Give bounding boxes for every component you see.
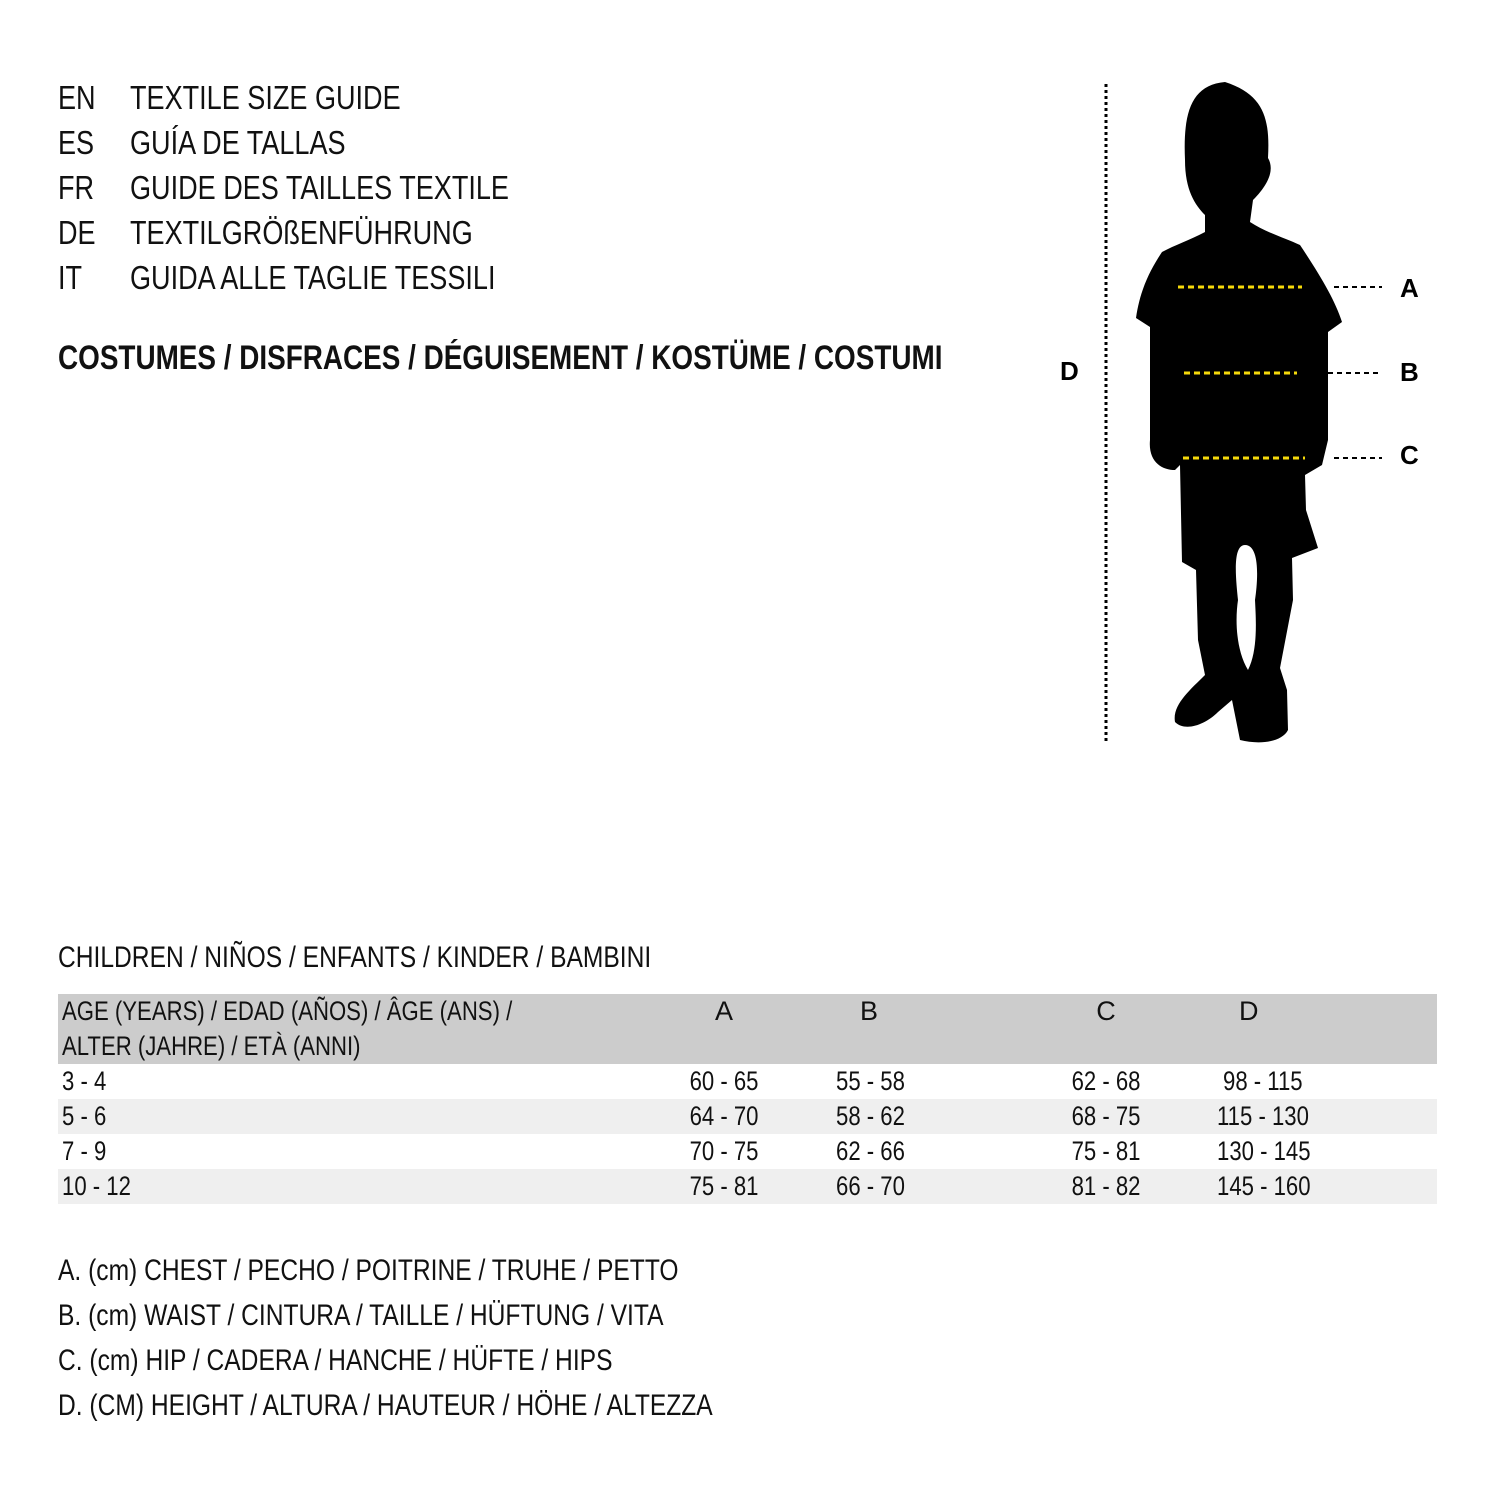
measurement-legend: A. (cm) CHEST / PECHO / POITRINE / TRUHE…: [58, 1248, 856, 1428]
header-age-line2: ALTER (JAHRE) / ETÀ (ANNI): [62, 1031, 361, 1061]
table-row: 3 - 4 60 - 65 55 - 58 62 - 68 98 - 115: [58, 1064, 1437, 1099]
legend-item-d: D. (CM) HEIGHT / ALTURA / HAUTEUR / HÖHE…: [58, 1383, 856, 1428]
leg-gap: [1235, 545, 1258, 670]
legend-text: D. (CM) HEIGHT / ALTURA / HAUTEUR / HÖHE…: [58, 1389, 713, 1422]
cell-a: 70 - 75: [668, 1134, 780, 1169]
cell-text: 7 - 9: [62, 1136, 107, 1166]
cell-text: 66 - 70: [836, 1171, 905, 1201]
section-title-text: CHILDREN / NIÑOS / ENFANTS / KINDER / BA…: [58, 941, 652, 974]
cell-text: 5 - 6: [62, 1101, 107, 1131]
cell-text: 98 - 115: [1223, 1066, 1303, 1096]
cell-text: 70 - 75: [689, 1136, 759, 1166]
lang-code: DE: [58, 214, 96, 251]
cell-a: 75 - 81: [668, 1169, 780, 1204]
child-silhouette-icon: [1136, 82, 1342, 743]
category-heading: COSTUMES / DISFRACES / DÉGUISEMENT / KOS…: [58, 336, 1137, 381]
cell-a: 60 - 65: [668, 1064, 780, 1099]
section-title: CHILDREN / NIÑOS / ENFANTS / KINDER / BA…: [58, 938, 781, 978]
cell-d: 98 - 115: [1167, 1064, 1437, 1099]
cell-text: 62 - 68: [1071, 1066, 1141, 1096]
table-header-row: AGE (YEARS) / EDAD (AÑOS) / ÂGE (ANS) / A…: [58, 994, 1437, 1064]
cell-age: 3 - 4: [58, 1064, 668, 1099]
lang-title: GUIDA ALLE TAGLIE TESSILI: [130, 259, 496, 296]
legend-text: A. (cm) CHEST / PECHO / POITRINE / TRUHE…: [58, 1254, 679, 1287]
header-age: AGE (YEARS) / EDAD (AÑOS) / ÂGE (ANS) / A…: [58, 994, 668, 1064]
cell-age: 10 - 12: [58, 1169, 668, 1204]
cell-c: 68 - 75: [1045, 1099, 1167, 1134]
cell-age: 5 - 6: [58, 1099, 668, 1134]
cell-b: 66 - 70: [780, 1169, 1045, 1204]
cell-c: 75 - 81: [1045, 1134, 1167, 1169]
cell-text: 75 - 81: [689, 1171, 759, 1201]
label-a: A: [1400, 273, 1419, 303]
header-age-line1: AGE (YEARS) / EDAD (AÑOS) / ÂGE (ANS) /: [62, 996, 513, 1026]
size-table: AGE (YEARS) / EDAD (AÑOS) / ÂGE (ANS) / A…: [58, 994, 1437, 1204]
cell-d: 145 - 160: [1167, 1169, 1437, 1204]
cell-b: 58 - 62: [780, 1099, 1045, 1134]
cell-text: 130 - 145: [1217, 1136, 1311, 1166]
cell-d: 115 - 130: [1167, 1099, 1437, 1134]
cell-text: 64 - 70: [689, 1101, 759, 1131]
table-row: 10 - 12 75 - 81 66 - 70 81 - 82 145 - 160: [58, 1169, 1437, 1204]
header-a: A: [714, 996, 733, 1026]
label-d: D: [1060, 356, 1079, 386]
cell-age: 7 - 9: [58, 1134, 668, 1169]
label-c: C: [1400, 440, 1419, 470]
cell-c: 62 - 68: [1045, 1064, 1167, 1099]
cell-text: 75 - 81: [1071, 1136, 1141, 1166]
cell-text: 3 - 4: [62, 1066, 107, 1096]
lang-title: TEXTILGRÖßENFÜHRUNG: [130, 214, 473, 251]
table-row: 5 - 6 64 - 70 58 - 62 68 - 75 115 - 130: [58, 1099, 1437, 1134]
lang-title: GUÍA DE TALLAS: [130, 124, 346, 161]
header-b: B: [860, 996, 879, 1026]
lang-code: IT: [58, 259, 83, 296]
cell-text: 60 - 65: [689, 1066, 759, 1096]
cell-b: 62 - 66: [780, 1134, 1045, 1169]
legend-item-c: C. (cm) HIP / CADERA / HANCHE / HÜFTE / …: [58, 1338, 856, 1383]
legend-item-b: B. (cm) WAIST / CINTURA / TAILLE / HÜFTU…: [58, 1293, 856, 1338]
lang-code: EN: [58, 79, 96, 116]
cell-text: 68 - 75: [1071, 1101, 1141, 1131]
legend-item-a: A. (cm) CHEST / PECHO / POITRINE / TRUHE…: [58, 1248, 856, 1293]
header-d: D: [1239, 996, 1259, 1026]
cell-text: 62 - 66: [836, 1136, 905, 1166]
label-b: B: [1400, 357, 1419, 387]
lang-code: FR: [58, 169, 95, 206]
header-c: C: [1096, 996, 1116, 1026]
cell-b: 55 - 58: [780, 1064, 1045, 1099]
lang-title: TEXTILE SIZE GUIDE: [130, 79, 401, 116]
table-row: 7 - 9 70 - 75 62 - 66 75 - 81 130 - 145: [58, 1134, 1437, 1169]
legend-text: B. (cm) WAIST / CINTURA / TAILLE / HÜFTU…: [58, 1299, 664, 1332]
cell-text: 55 - 58: [836, 1066, 905, 1096]
cell-text: 10 - 12: [62, 1171, 131, 1201]
category-text: COSTUMES / DISFRACES / DÉGUISEMENT / KOS…: [58, 339, 943, 377]
lang-code: ES: [58, 124, 95, 161]
cell-text: 81 - 82: [1071, 1171, 1141, 1201]
cell-c: 81 - 82: [1045, 1169, 1167, 1204]
cell-text: 115 - 130: [1217, 1101, 1309, 1131]
lang-title: GUIDE DES TAILLES TEXTILE: [130, 169, 509, 206]
cell-text: 145 - 160: [1217, 1171, 1311, 1201]
cell-d: 130 - 145: [1167, 1134, 1437, 1169]
cell-text: 58 - 62: [836, 1101, 905, 1131]
cell-a: 64 - 70: [668, 1099, 780, 1134]
legend-text: C. (cm) HIP / CADERA / HANCHE / HÜFTE / …: [58, 1344, 613, 1377]
child-silhouette-figure: D A B C: [1060, 82, 1419, 743]
